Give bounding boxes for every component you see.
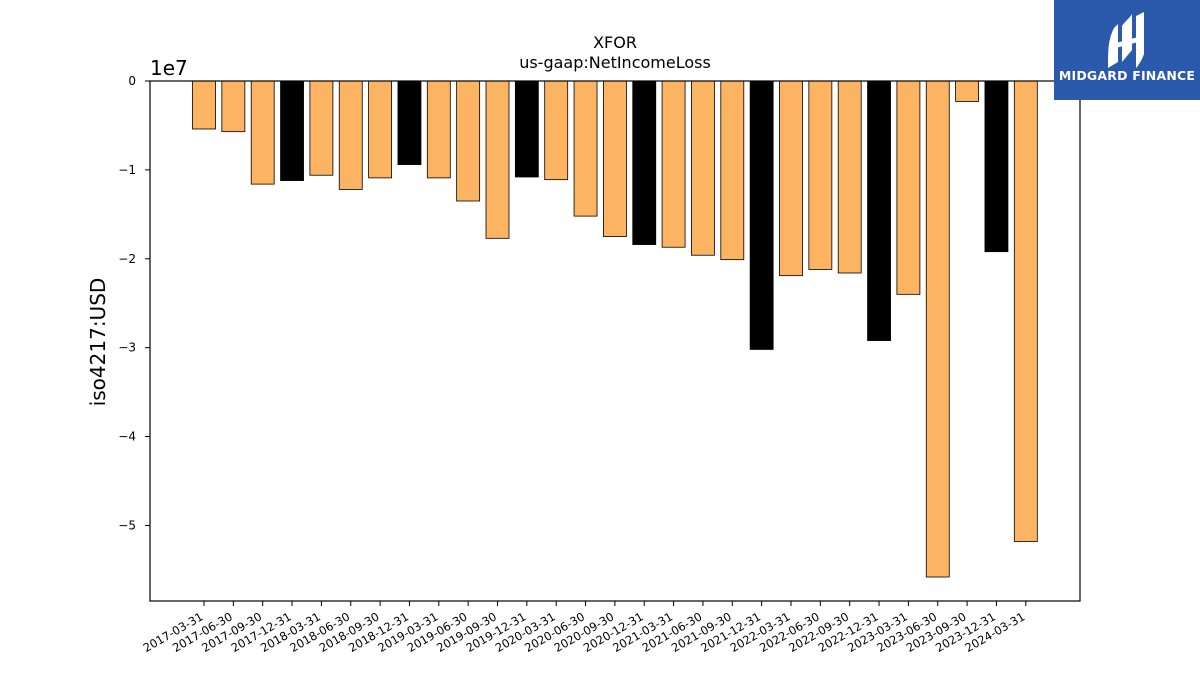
bar-2020-03-31: [544, 80, 569, 181]
bar-2022-12-31: [867, 80, 891, 341]
bar-2018-06-30: [338, 80, 363, 190]
bar-2017-06-30: [221, 80, 246, 133]
brand-logo-text: MIDGARD FINANCE: [1058, 68, 1196, 83]
y-tick-label: −3: [118, 341, 136, 355]
bar-2019-09-30: [485, 80, 510, 239]
bar-2020-06-30: [573, 80, 598, 217]
midgard-logo-icon: [1108, 12, 1144, 68]
bar-2021-12-31: [749, 80, 774, 350]
y-tick-label: −5: [118, 518, 136, 532]
bar-2017-03-31: [192, 80, 216, 130]
bar-2019-12-31: [514, 80, 539, 178]
bar-2021-06-30: [691, 80, 715, 256]
y-axis-label: iso4217:USD: [86, 278, 110, 407]
y-tick-label: −1: [118, 163, 136, 177]
bar-2018-03-31: [309, 80, 334, 176]
y-tick-label: −2: [118, 252, 136, 266]
bar-2023-03-31: [896, 80, 921, 295]
plot-frame: [149, 80, 1081, 602]
bar-2022-09-30: [837, 80, 862, 274]
y-offset-label: 1e7: [150, 56, 188, 80]
bar-2023-06-30: [925, 80, 950, 578]
x-ticks-group: 2017-03-312017-06-302017-09-302017-12-31…: [141, 601, 1027, 655]
bar-2019-06-30: [456, 80, 481, 202]
bar-2021-09-30: [720, 80, 745, 261]
bars-group: [192, 80, 1038, 578]
bar-2023-09-30: [955, 80, 979, 102]
y-tick-label: 0: [128, 74, 136, 88]
bar-2017-12-31: [280, 80, 304, 181]
chart-subtitle: us-gaap:NetIncomeLoss: [519, 53, 711, 72]
bar-2021-03-31: [661, 80, 686, 248]
bar-2020-12-31: [632, 80, 657, 245]
bar-2024-03-31: [1013, 80, 1038, 542]
brand-logo: MIDGARD FINANCE: [1054, 0, 1200, 100]
bar-2023-12-31: [984, 80, 1009, 253]
bar-2019-03-31: [426, 80, 451, 179]
bar-2018-09-30: [368, 80, 393, 179]
chart-title: XFOR: [593, 33, 637, 52]
y-ticks-group: 0 −1 −2 −3 −4 −5: [118, 74, 150, 532]
bar-2020-09-30: [603, 80, 627, 237]
y-tick-label: −4: [118, 430, 136, 444]
bar-2017-09-30: [250, 80, 275, 185]
bar-2018-12-31: [397, 80, 422, 165]
bar-2022-06-30: [808, 80, 833, 270]
bar-2022-03-31: [779, 80, 803, 277]
